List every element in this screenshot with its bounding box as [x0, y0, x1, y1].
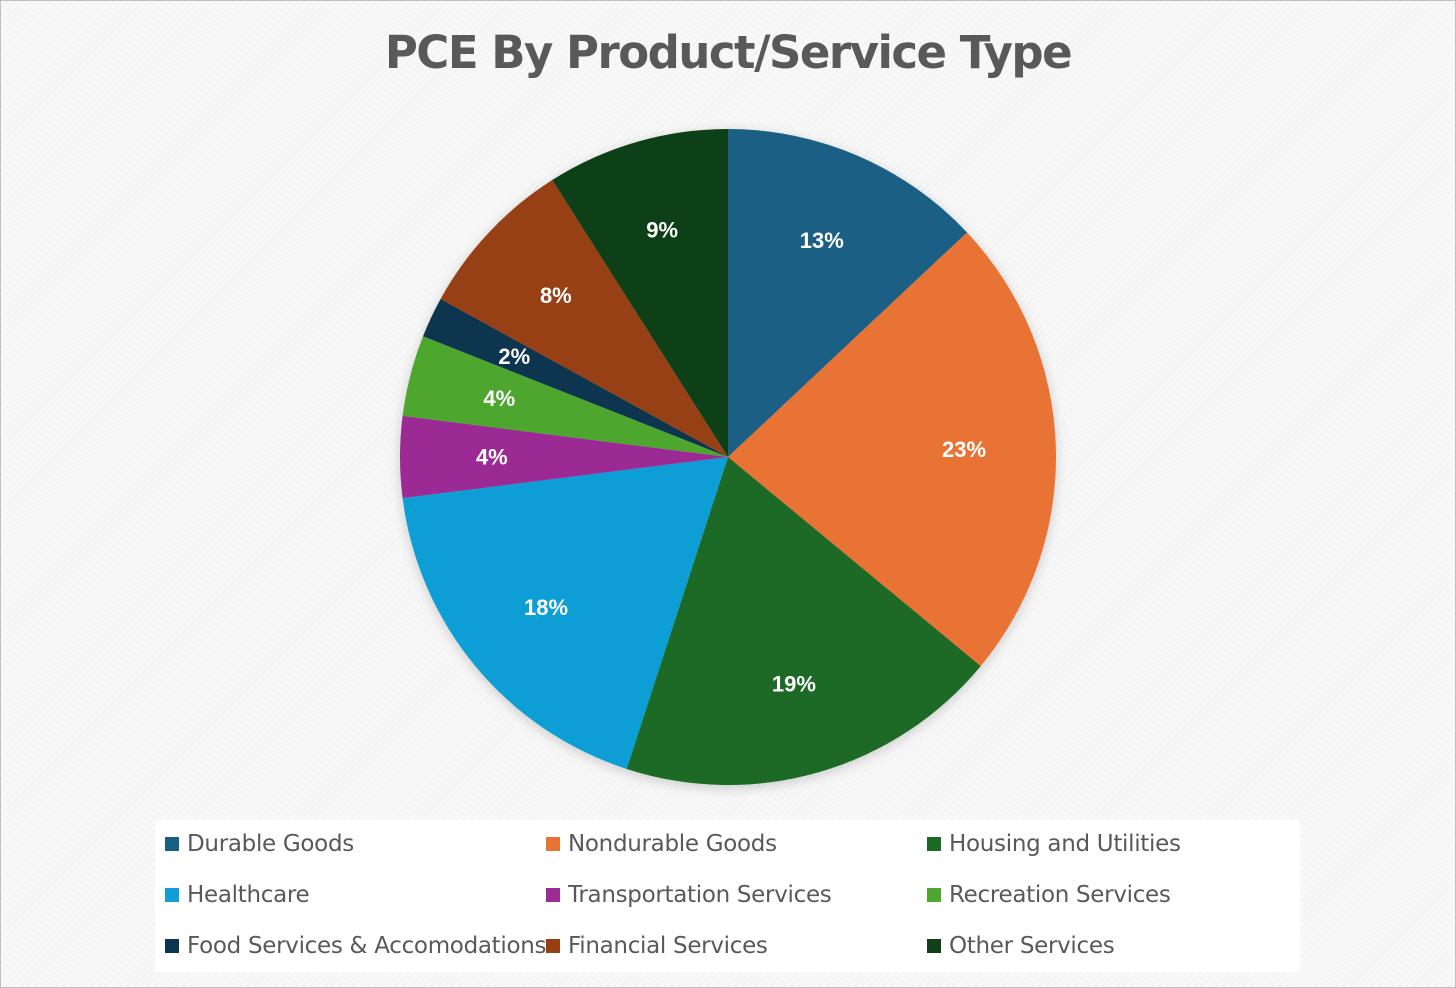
- legend-swatch: [546, 939, 560, 953]
- legend: Durable Goods Nondurable Goods Housing and…: [155, 820, 1300, 972]
- legend-swatch: [927, 888, 941, 902]
- legend-label: Financial Services: [568, 933, 768, 959]
- legend-label: Food Services & Accomodations: [187, 933, 547, 959]
- legend-item-other-services: Other Services: [927, 931, 1115, 961]
- legend-swatch: [927, 837, 941, 851]
- data-label-transportation-services: 4%: [476, 445, 508, 470]
- data-label-financial-services: 8%: [540, 283, 572, 308]
- legend-label: Housing and Utilities: [949, 831, 1181, 857]
- chart-title: PCE By Product/Service Type: [384, 26, 1073, 79]
- pie-slice-housing-and-utilities: [626, 457, 981, 785]
- legend-label: Recreation Services: [949, 882, 1171, 908]
- legend-item-healthcare: Healthcare: [165, 880, 310, 910]
- data-label-nondurable-goods: 23%: [942, 437, 986, 462]
- data-label-housing-and-utilities: 19%: [772, 671, 816, 696]
- data-label-other-services: 9%: [646, 218, 678, 243]
- pie-slice-food-services-and-accomodations: [423, 298, 728, 457]
- legend-swatch: [546, 888, 560, 902]
- data-label-healthcare: 18%: [524, 595, 568, 620]
- legend-swatch: [165, 888, 179, 902]
- legend-item-nondurable-goods: Nondurable Goods: [546, 829, 777, 859]
- legend-label: Durable Goods: [187, 831, 354, 857]
- pie-slice-durable-goods: [728, 129, 968, 457]
- pie-slice-financial-services: [440, 180, 728, 458]
- data-label-durable-goods: 13%: [800, 228, 844, 253]
- legend-item-recreation-services: Recreation Services: [927, 880, 1171, 910]
- legend-swatch: [165, 939, 179, 953]
- legend-item-food-services-and-accomodations: Food Services & Accomodations: [165, 931, 547, 961]
- data-label-food-services-and-accomodations: 2%: [498, 344, 530, 369]
- legend-swatch: [927, 939, 941, 953]
- legend-item-financial-services: Financial Services: [546, 931, 768, 961]
- legend-label: Transportation Services: [568, 882, 832, 908]
- legend-item-housing-and-utilities: Housing and Utilities: [927, 829, 1181, 859]
- pie-slice-transportation-services: [399, 415, 728, 499]
- data-label-recreation-services: 4%: [483, 386, 515, 411]
- legend-swatch: [165, 837, 179, 851]
- legend-label: Nondurable Goods: [568, 831, 777, 857]
- pie-slice-recreation-services: [402, 336, 728, 457]
- legend-swatch: [546, 837, 560, 851]
- legend-item-transportation-services: Transportation Services: [546, 880, 832, 910]
- pie-slice-other-services: [552, 129, 728, 457]
- pie-slice-nondurable-goods: [728, 232, 1056, 667]
- legend-item-durable-goods: Durable Goods: [165, 829, 354, 859]
- pie-slice-healthcare: [402, 457, 728, 769]
- legend-label: Other Services: [949, 933, 1115, 959]
- legend-label: Healthcare: [187, 882, 310, 908]
